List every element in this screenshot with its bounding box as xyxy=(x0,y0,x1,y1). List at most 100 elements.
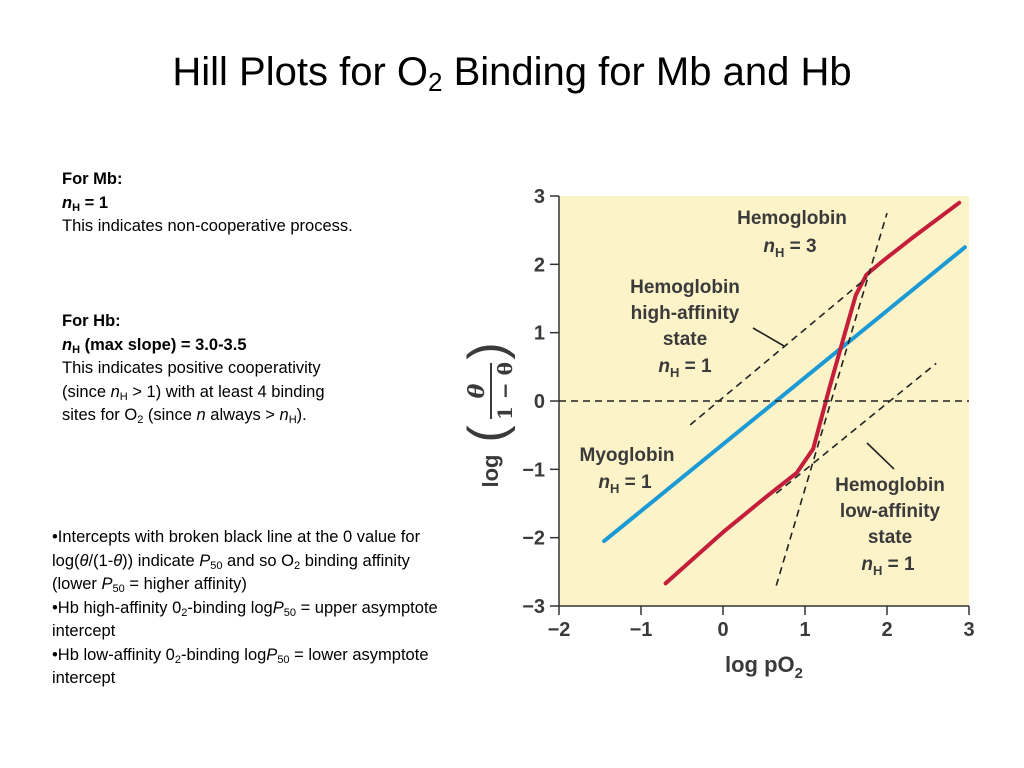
y-tick-label: 2 xyxy=(534,254,545,276)
text: > 1) with at least 4 binding xyxy=(127,382,325,401)
hb-desc-line-3: sites for O2 (since n always > nH). xyxy=(62,404,402,428)
hemoglobin-summary: For Hb: nH (max slope) = 3.0-3.5 This in… xyxy=(62,310,402,428)
nh-value: = 1 xyxy=(882,554,915,575)
low-affinity-pointer xyxy=(866,442,895,470)
annotation-pointers xyxy=(752,327,895,470)
note-high-affinity: •Hb high-affinity 02-binding logP50 = up… xyxy=(52,597,452,644)
hb-desc-line-2: (since nH > 1) with at least 4 binding xyxy=(62,381,402,405)
text: )) indicate xyxy=(122,551,200,570)
n-var: n xyxy=(110,382,120,401)
x-label-text: log pO xyxy=(725,652,795,677)
x-axis-label: log pO2 xyxy=(725,652,803,682)
series-myoglobin xyxy=(602,245,967,544)
y-label-rparen: ) xyxy=(462,342,516,359)
o2-sub: 2 xyxy=(181,606,188,619)
x-tick-label: −2 xyxy=(548,619,571,641)
x-tick-label: 0 xyxy=(717,619,728,641)
p-var: P xyxy=(101,575,113,593)
text: •Hb low-affinity 0 xyxy=(52,645,175,664)
y-label-log: log xyxy=(478,455,503,488)
y-tick-label: −1 xyxy=(522,459,545,481)
n-var: n xyxy=(279,406,289,424)
x-tick-label: 1 xyxy=(799,619,810,641)
text: •Hb high-affinity 0 xyxy=(52,598,182,617)
theta: θ xyxy=(113,551,123,570)
text: = upper asymptote intercept xyxy=(52,598,438,641)
text: (since xyxy=(143,406,197,424)
theta: θ xyxy=(79,551,89,570)
y-tick-label: 1 xyxy=(534,323,545,345)
o2-sub: 2 xyxy=(137,414,144,426)
text: -binding log xyxy=(180,645,267,664)
title-subscript: 2 xyxy=(428,67,443,97)
nh-value: = 1 xyxy=(679,356,712,377)
n-var: n xyxy=(861,554,873,575)
annotation-high-affinity-nh: nH = 1 xyxy=(658,356,712,380)
h-sub: H xyxy=(873,563,882,578)
x-tick-label: 2 xyxy=(881,619,892,641)
p-sub: 50 xyxy=(283,606,296,619)
intercept-notes: •Intercepts with broken black line at th… xyxy=(52,526,452,691)
note-low-affinity: •Hb low-affinity 02-binding logP50 = low… xyxy=(52,644,452,691)
series-hb-steep-slope xyxy=(775,212,888,586)
y-label-lparen: ( xyxy=(462,425,516,443)
h-sub: H xyxy=(119,390,128,403)
nh-value: (max slope) = 3.0-3.5 xyxy=(80,335,247,354)
p-sub: 50 xyxy=(112,583,125,595)
y-tick-label: −2 xyxy=(522,528,545,550)
y-tick-label: −3 xyxy=(522,596,545,618)
o2-sub: 2 xyxy=(294,559,301,572)
title-text-end: Binding for Mb and Hb xyxy=(442,50,852,94)
annotation-low-affinity-l3: state xyxy=(868,527,912,548)
n-var: n xyxy=(196,406,206,424)
text: = higher affinity) xyxy=(124,575,247,593)
annotation-low-affinity-l1: Hemoglobin xyxy=(835,475,945,496)
annotation-low-affinity-nh: nH = 1 xyxy=(861,554,915,578)
note-intercepts: •Intercepts with broken black line at th… xyxy=(52,526,452,597)
x-tick-label: −1 xyxy=(630,619,653,641)
annotations: Hemoglobin nH = 3 Hemoglobin high-affini… xyxy=(580,208,945,578)
axes xyxy=(550,195,970,615)
h-sub: H xyxy=(775,245,784,260)
n-var: n xyxy=(763,236,775,257)
mb-description: This indicates non-cooperative process. xyxy=(62,217,353,235)
x-tick-label: 3 xyxy=(963,619,974,641)
annotation-high-affinity-l1: Hemoglobin xyxy=(630,277,740,298)
series-hb-low-affinity-asymptote xyxy=(775,362,937,494)
hb-hill-coefficient: nH (max slope) = 3.0-3.5 xyxy=(62,334,402,358)
n-var: n xyxy=(598,472,610,493)
y-label-numerator: θ xyxy=(464,383,490,398)
p-sub: 50 xyxy=(277,653,290,666)
text: sites for O xyxy=(62,406,138,424)
series-hemoglobin xyxy=(663,200,962,586)
annotation-high-affinity-l3: state xyxy=(663,329,707,350)
text: binding affinity (lower xyxy=(52,551,410,594)
y-tick-label: 0 xyxy=(534,391,545,413)
h-sub: H xyxy=(610,481,619,496)
p-sub: 50 xyxy=(210,559,223,572)
high-affinity-pointer xyxy=(752,327,785,347)
p-var: P xyxy=(272,598,284,617)
h-sub: H xyxy=(72,343,81,356)
text: and so O xyxy=(222,551,295,570)
o2-sub: 2 xyxy=(174,653,181,666)
text: = lower asymptote intercept xyxy=(52,645,429,688)
mb-heading: For Mb: xyxy=(62,170,123,188)
x-label-sub: 2 xyxy=(795,665,803,682)
p-var: P xyxy=(266,645,278,664)
text: always > xyxy=(205,406,280,424)
y-tick-label: 3 xyxy=(534,186,545,208)
text: ). xyxy=(296,406,307,424)
myoglobin-summary: For Mb: nH = 1 This indicates non-cooper… xyxy=(62,168,362,239)
hb-heading: For Hb: xyxy=(62,312,121,330)
n-var: n xyxy=(658,356,670,377)
annotation-high-affinity-l2: high-affinity xyxy=(631,303,740,324)
hb-desc-line-1: This indicates positive cooperativity xyxy=(62,359,321,377)
nh-value: = 1 xyxy=(80,193,109,212)
n-var: n xyxy=(62,193,73,212)
nh-value: = 1 xyxy=(619,472,652,493)
y-axis-label: log ( θ 1 − θ ) xyxy=(462,342,517,487)
annotation-hemoglobin-nh: nH = 3 xyxy=(763,236,816,260)
h-sub: H xyxy=(72,201,81,214)
